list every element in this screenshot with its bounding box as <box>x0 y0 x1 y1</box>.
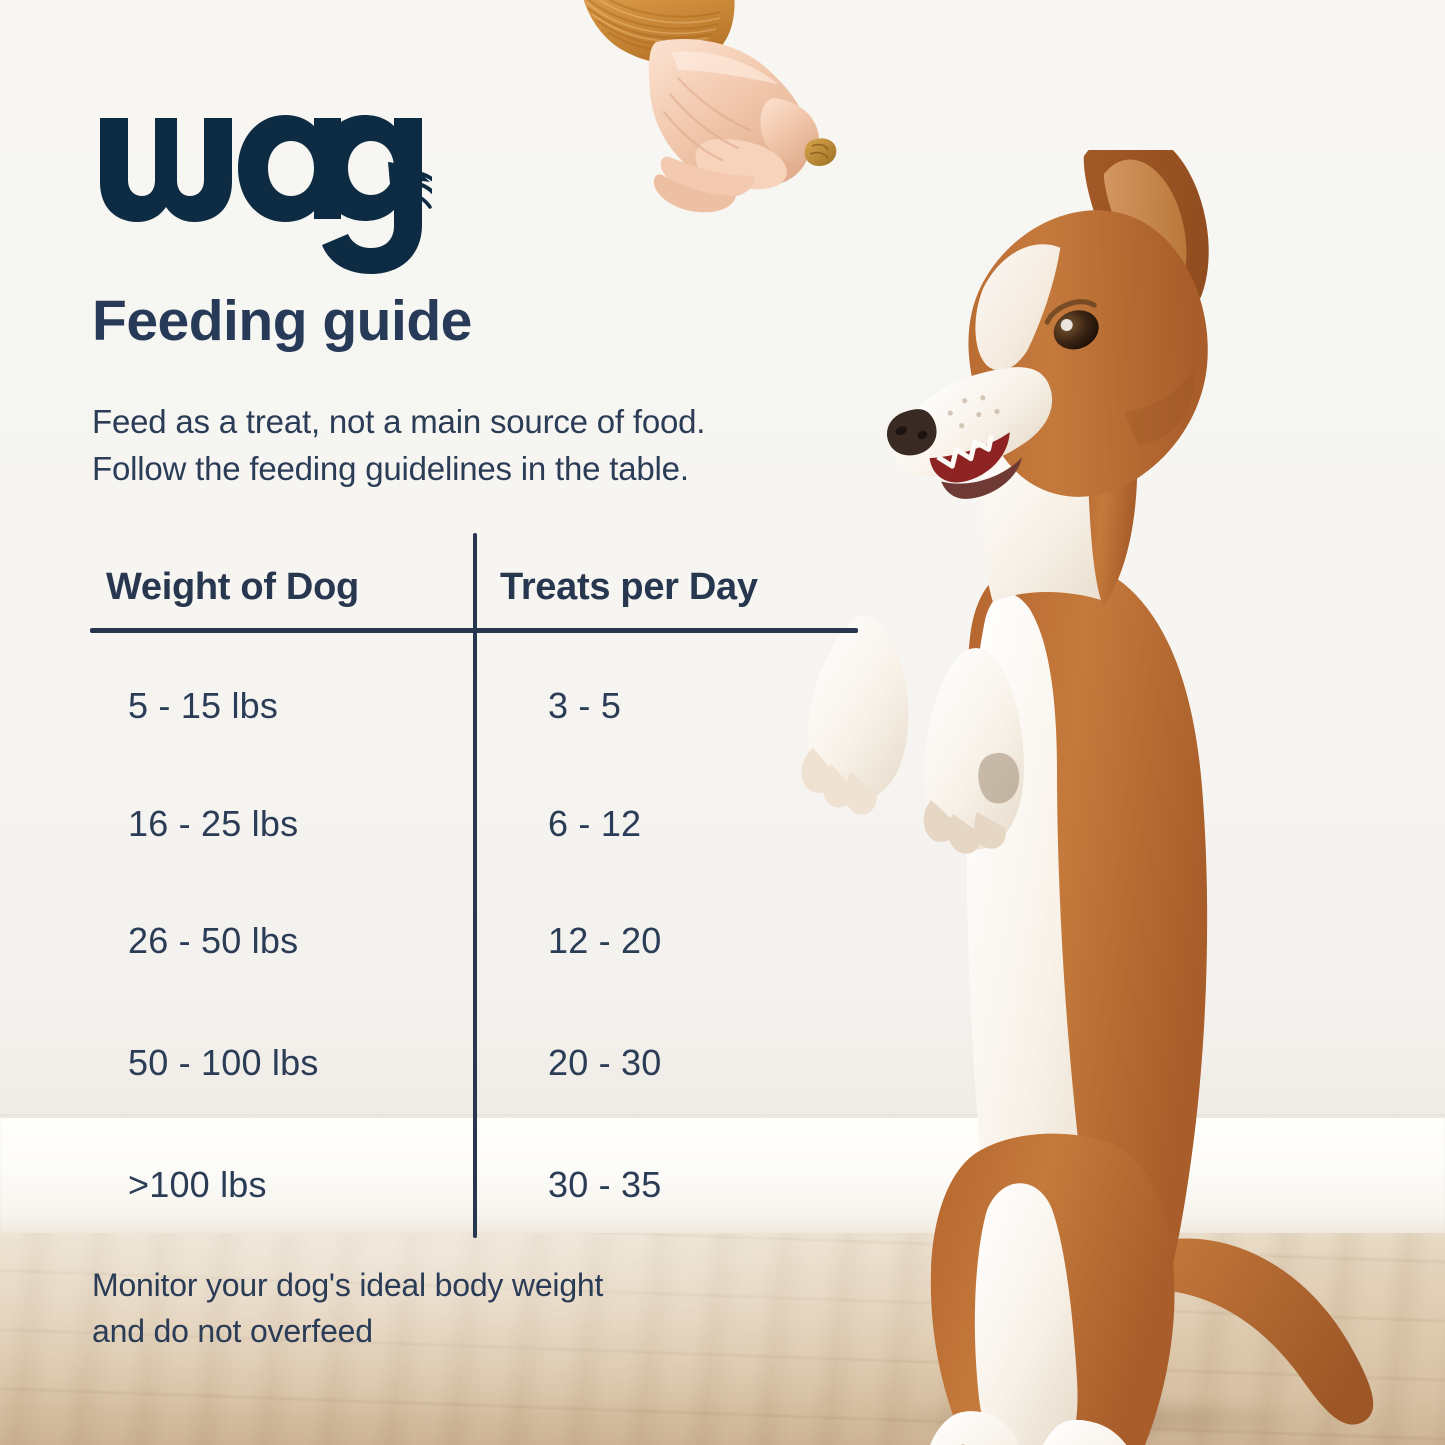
table-row: 26 - 50 lbs <box>128 920 299 961</box>
hand-holding-treat-icon <box>560 0 900 220</box>
intro-line-1: Feed as a treat, not a main source of fo… <box>92 403 706 440</box>
table-row: 30 - 35 <box>548 1164 662 1205</box>
baseboard-top-edge <box>0 1114 1445 1119</box>
table-row: 6 - 12 <box>548 803 642 844</box>
table-header-weight-of-dog: Weight of Dog <box>106 566 359 608</box>
dog-treat-icon <box>804 138 837 166</box>
footnote: Monitor your dog's ideal body weight and… <box>92 1262 603 1354</box>
table-row: 3 - 5 <box>548 685 622 726</box>
table-row: 16 - 25 lbs <box>128 803 299 844</box>
tail-swoosh-icon <box>388 162 432 209</box>
table-header-rule <box>90 628 858 633</box>
table-row: 20 - 30 <box>548 1042 662 1083</box>
footnote-line-2: and do not overfeed <box>92 1313 373 1349</box>
baseboard <box>0 1118 1445 1236</box>
dog-icon <box>735 150 1445 1445</box>
wag-logo <box>92 104 432 274</box>
feeding-guide-table: Weight of Dog Treats per Day 5 - 15 lbs … <box>90 530 860 1240</box>
intro-paragraph: Feed as a treat, not a main source of fo… <box>92 398 705 492</box>
table-column-divider <box>473 533 477 1238</box>
table-header-treats-per-day: Treats per Day <box>500 566 758 608</box>
intro-line-2: Follow the feeding guidelines in the tab… <box>92 450 689 487</box>
page-title: Feeding guide <box>92 289 472 353</box>
table-row: 5 - 15 lbs <box>128 685 279 726</box>
table-row: >100 lbs <box>128 1164 267 1205</box>
footnote-line-1: Monitor your dog's ideal body weight <box>92 1267 604 1303</box>
table-row: 12 - 20 <box>548 920 662 961</box>
wag-wordmark <box>100 115 422 274</box>
table-row: 50 - 100 lbs <box>128 1042 319 1083</box>
